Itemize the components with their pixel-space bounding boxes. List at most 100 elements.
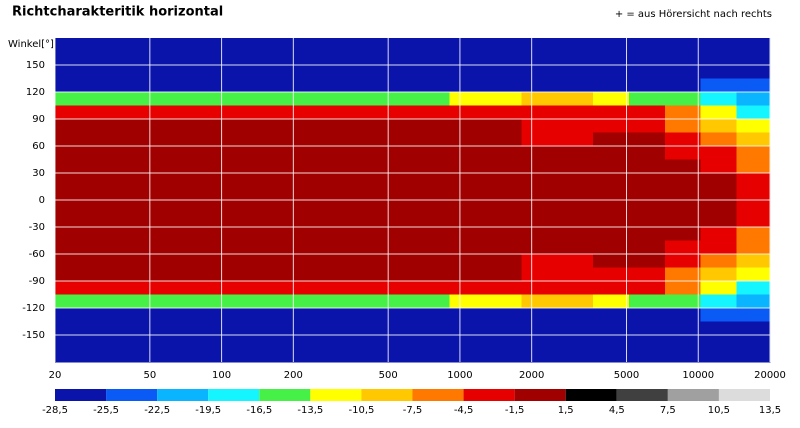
heatmap-cell	[521, 308, 558, 322]
heatmap-cell	[198, 119, 235, 133]
heatmap-cell	[234, 227, 271, 241]
heatmap-cell	[89, 254, 128, 268]
heatmap-cell	[234, 213, 271, 228]
heatmap-cell	[557, 51, 594, 66]
heatmap-cell	[664, 92, 702, 106]
heatmap-cell	[341, 146, 379, 160]
y-tick-label: -60	[29, 249, 45, 260]
heatmap-cell	[413, 119, 451, 133]
x-tick-label: 50	[143, 370, 156, 381]
heatmap-cell	[449, 308, 486, 322]
heatmap-cell	[485, 119, 522, 133]
colorbar-swatch	[412, 389, 464, 401]
heatmap-cell	[593, 146, 630, 160]
heatmap-cell	[521, 227, 558, 241]
heatmap-cell	[270, 78, 307, 93]
heatmap-cell	[413, 92, 451, 106]
colorbar-label: 7,5	[660, 405, 676, 416]
heatmap-cell	[521, 146, 558, 160]
heatmap-cell	[163, 65, 199, 79]
colorbar-swatch	[463, 389, 515, 401]
heatmap-cell	[557, 159, 594, 174]
heatmap-cell	[341, 254, 379, 268]
heatmap-cell	[198, 200, 235, 214]
heatmap-cell	[485, 227, 522, 241]
heatmap-cell	[163, 200, 199, 214]
y-tick-label: 120	[26, 87, 45, 98]
heatmap-cell	[89, 65, 128, 79]
heatmap-cell	[628, 186, 666, 201]
heatmap-cell	[485, 254, 522, 268]
heatmap-cell	[593, 200, 630, 214]
y-tick-label: -90	[29, 276, 45, 287]
heatmap-cell	[126, 51, 164, 66]
heatmap-cell	[234, 335, 271, 349]
heatmap-cell	[485, 321, 522, 336]
heatmap-cell	[305, 78, 343, 93]
heatmap-cell	[593, 254, 630, 268]
heatmap-cell	[234, 294, 271, 309]
heatmap-cell	[628, 146, 666, 160]
heatmap-cell	[664, 348, 702, 363]
heatmap-cell	[198, 105, 235, 120]
heatmap-cell	[163, 335, 199, 349]
heatmap-cell	[198, 240, 235, 255]
y-tick-label: -30	[29, 222, 45, 233]
heatmap-cell	[628, 335, 666, 349]
heatmap-cell	[664, 65, 702, 79]
heatmap-cell	[270, 186, 307, 201]
heatmap-cell	[89, 281, 128, 295]
heatmap-cell	[234, 321, 271, 336]
heatmap-cell	[628, 38, 666, 52]
heatmap-cell	[163, 240, 199, 255]
heatmap-cell	[89, 173, 128, 187]
heatmap-cell	[557, 335, 594, 349]
heatmap-cell	[163, 227, 199, 241]
heatmap-cell	[593, 308, 630, 322]
y-tick-label: 30	[32, 168, 45, 179]
heatmap-cell	[449, 119, 486, 133]
heatmap-cell	[449, 267, 486, 282]
heatmap-cell	[449, 78, 486, 93]
heatmap-cell	[126, 240, 164, 255]
heatmap-cell	[413, 65, 451, 79]
heatmap-cell	[377, 146, 415, 160]
heatmap-cell	[593, 186, 630, 201]
heatmap-cell	[89, 308, 128, 322]
heatmap-cell	[449, 213, 486, 228]
colorbar-swatch	[361, 389, 413, 401]
heatmap-cell	[449, 105, 486, 120]
heatmap-cell	[341, 213, 379, 228]
heatmap-cell	[89, 105, 128, 120]
heatmap-cell	[664, 227, 702, 241]
heatmap-cell	[664, 254, 702, 268]
heatmap-cell	[449, 348, 486, 363]
heatmap-cell	[413, 254, 451, 268]
heatmap-cell	[485, 213, 522, 228]
heatmap-cell	[198, 335, 235, 349]
heatmap-cell	[377, 173, 415, 187]
heatmap-cell	[700, 321, 738, 336]
heatmap-cell	[664, 308, 702, 322]
heatmap-cell	[377, 65, 415, 79]
heatmap-cell	[736, 105, 771, 120]
heatmap-cell	[126, 267, 164, 282]
heatmap-cell	[377, 240, 415, 255]
heatmap-cell	[55, 173, 91, 187]
heatmap-cell	[557, 213, 594, 228]
heatmap-cell	[521, 335, 558, 349]
heatmap-cell	[55, 146, 91, 160]
heatmap-cell	[593, 38, 630, 52]
heatmap-cell	[664, 159, 702, 174]
heatmap-cell	[89, 335, 128, 349]
heatmap-cell	[628, 200, 666, 214]
heatmap-cell	[377, 159, 415, 174]
heatmap-cell	[521, 213, 558, 228]
heatmap-cell	[305, 105, 343, 120]
heatmap-cell	[198, 159, 235, 174]
heatmap-cell	[628, 105, 666, 120]
heatmap-cell	[628, 132, 666, 147]
heatmap-cell	[521, 267, 558, 282]
heatmap-cell	[521, 281, 558, 295]
heatmap-cell	[413, 173, 451, 187]
